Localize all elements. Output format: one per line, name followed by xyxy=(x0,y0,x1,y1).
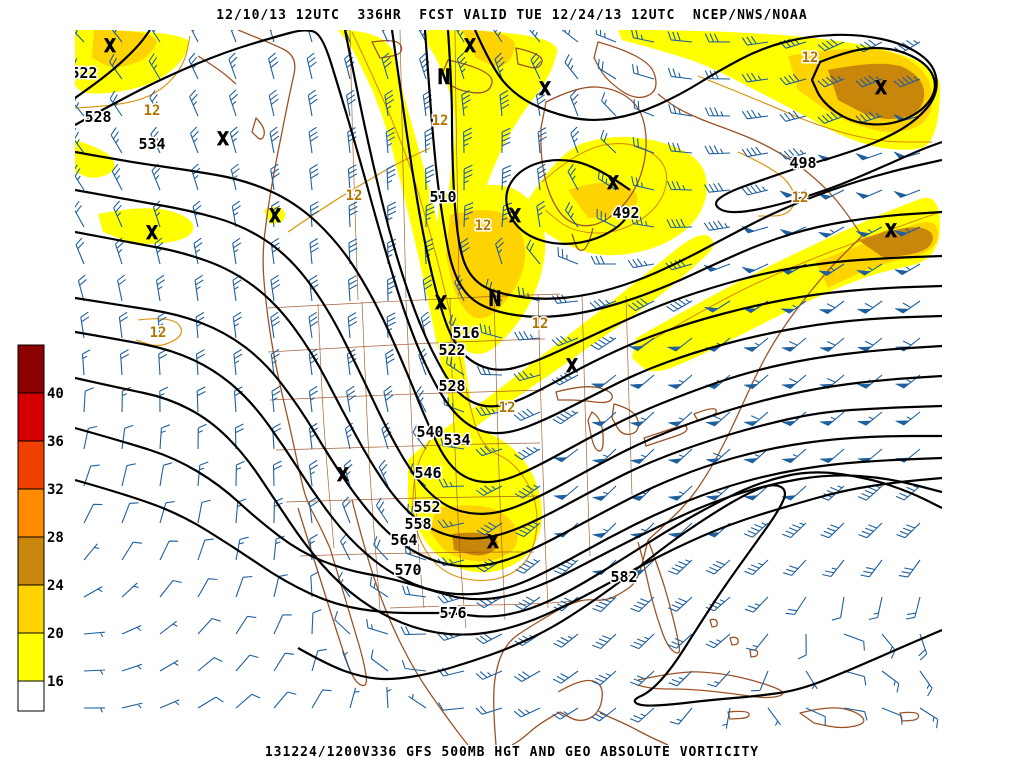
colorbar-segment xyxy=(17,344,45,394)
vort-max-x-mark: X xyxy=(885,220,897,242)
height-label-522: 522 xyxy=(438,341,465,359)
vorticity-label: 12 xyxy=(144,103,161,119)
map-content: 1212121212121212125225285345104924985165… xyxy=(70,30,942,745)
height-contour-570 xyxy=(75,426,942,601)
height-contour-576 xyxy=(75,471,942,618)
colorbar-segment xyxy=(17,488,45,538)
height-contour-528 xyxy=(75,30,942,435)
colorbar-tick-label: 36 xyxy=(47,434,64,450)
height-label-576: 576 xyxy=(439,604,466,622)
height-label-540: 540 xyxy=(416,423,443,441)
vort-max-x-mark: X xyxy=(435,292,447,314)
height-contour-534 xyxy=(75,150,942,484)
vorticity-label: 12 xyxy=(532,316,549,332)
height-label-528: 528 xyxy=(84,108,111,126)
vort-max-x-mark: X xyxy=(337,464,349,486)
height-label-498: 498 xyxy=(789,154,816,172)
height-contour-504 xyxy=(446,30,942,300)
height-label-528: 528 xyxy=(438,377,465,395)
vort-max-x-mark: X xyxy=(217,128,229,150)
vort-max-x-mark: X xyxy=(146,222,158,244)
vort-min-n-mark: N xyxy=(438,65,451,89)
height-contour-498 xyxy=(473,30,942,214)
vort-max-x-mark: X xyxy=(487,531,499,553)
wind-barbs xyxy=(75,30,939,729)
vorticity-label: 12 xyxy=(792,190,809,206)
vorticity-label: 12 xyxy=(475,218,492,234)
height-label-546: 546 xyxy=(414,464,441,482)
height-label-570: 570 xyxy=(394,561,421,579)
vort-max-x-mark: X xyxy=(509,205,521,227)
vort-max-x-mark: X xyxy=(539,78,551,100)
colorbar-tick-label: 28 xyxy=(47,530,64,546)
colorbar-tick-label: 20 xyxy=(47,626,64,642)
vort-max-x-mark: X xyxy=(464,35,476,57)
height-label-534: 534 xyxy=(138,135,165,153)
height-contour-564 xyxy=(75,376,942,636)
colorbar-tick-label: 32 xyxy=(47,482,64,498)
height-label-558: 558 xyxy=(404,515,431,533)
height-contour-540 xyxy=(75,188,942,515)
colorbar-segment xyxy=(17,536,45,586)
colorbar-tick-label: 40 xyxy=(47,386,64,402)
chart-header-title: 12/10/13 12UTC 336HR FCST VALID TUE 12/2… xyxy=(216,8,808,23)
height-contours xyxy=(75,30,942,707)
vort-max-x-mark: X xyxy=(104,35,116,57)
vorticity-label: 12 xyxy=(150,325,167,341)
height-contour-522c xyxy=(75,30,151,99)
colorbar-segment xyxy=(17,632,45,682)
height-contour-492 xyxy=(505,158,631,245)
height-label-534: 534 xyxy=(443,431,470,449)
colorbar-tick-label: 24 xyxy=(47,578,64,594)
vorticity-label: 12 xyxy=(499,400,516,416)
colorbar-segment xyxy=(17,584,45,634)
colorbar-segment xyxy=(17,392,45,442)
chart-footer-title: 131224/1200V336 GFS 500MB HGT AND GEO AB… xyxy=(264,745,760,760)
vorticity-colorbar: 40 36 32 28 24 20 16 xyxy=(17,344,64,712)
height-contour-582 xyxy=(297,484,942,707)
vorticity-label: 12 xyxy=(346,188,363,204)
height-contour-510 xyxy=(423,30,942,318)
vorticity-label: 12 xyxy=(802,50,819,66)
vort-max-x-mark: X xyxy=(269,205,281,227)
height-contour-504c xyxy=(810,46,937,126)
vorticity-label: 12 xyxy=(432,113,449,129)
vort-max-x-mark: X xyxy=(566,355,578,377)
height-label-492: 492 xyxy=(612,204,639,222)
height-label-510: 510 xyxy=(429,188,456,206)
height-label-516: 516 xyxy=(452,324,479,342)
vorticity-shading xyxy=(75,30,940,573)
height-contour-558 xyxy=(75,330,942,596)
height-label-564: 564 xyxy=(390,531,417,549)
vorticity-value-labels: 12 12 12 12 12 12 12 12 12 xyxy=(142,49,820,418)
colorbar-tick-label: 16 xyxy=(47,674,64,690)
colorbar-segment xyxy=(17,680,45,712)
height-contour-552 xyxy=(75,296,942,568)
height-label-552: 552 xyxy=(413,498,440,516)
vort-max-x-mark: X xyxy=(607,172,619,194)
vort-max-x-mark: X xyxy=(875,77,887,99)
height-label-522: 522 xyxy=(70,64,97,82)
vort-min-n-mark: N xyxy=(489,287,502,311)
height-contour-546 xyxy=(75,230,942,540)
colorbar-segment xyxy=(17,440,45,490)
height-label-582: 582 xyxy=(610,568,637,586)
geography-coastlines xyxy=(197,30,920,745)
height-contour-522 xyxy=(343,30,942,408)
vorticity-contours xyxy=(75,31,941,582)
height-contour-516 xyxy=(390,30,942,371)
